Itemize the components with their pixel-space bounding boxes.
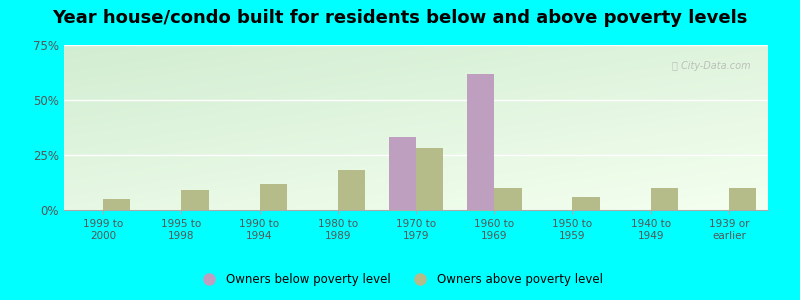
Bar — [494, 188, 522, 210]
Bar — [259, 184, 287, 210]
Bar — [650, 188, 678, 210]
Bar — [389, 137, 416, 210]
Bar — [182, 190, 209, 210]
Text: Year house/condo built for residents below and above poverty levels: Year house/condo built for residents bel… — [52, 9, 748, 27]
Bar — [467, 74, 494, 210]
Legend: Owners below poverty level, Owners above poverty level: Owners below poverty level, Owners above… — [193, 269, 607, 291]
Bar — [729, 188, 756, 210]
Bar — [573, 197, 600, 210]
Bar — [103, 199, 130, 210]
Bar — [416, 148, 443, 210]
Bar — [338, 170, 365, 210]
Text: ⓘ City-Data.com: ⓘ City-Data.com — [672, 61, 750, 71]
